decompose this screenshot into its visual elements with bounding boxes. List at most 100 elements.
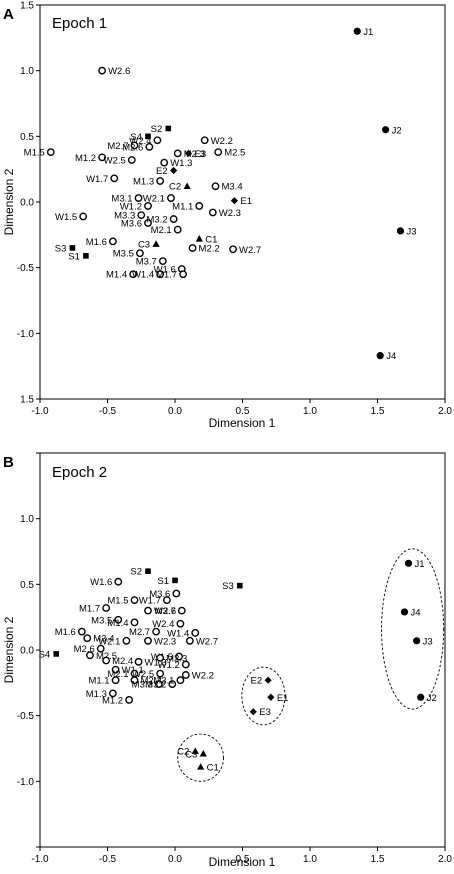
y-axis-title: Dimension 2 bbox=[2, 616, 16, 683]
square-marker bbox=[83, 253, 89, 259]
x-tick-label: 0.5 bbox=[236, 406, 250, 417]
point-label: M1.4 bbox=[106, 270, 127, 281]
point-label: W1.3 bbox=[145, 657, 167, 668]
open-circle-marker bbox=[137, 211, 146, 220]
point-label: M3.6 bbox=[121, 219, 142, 230]
y-tick-label: -1.0 bbox=[17, 777, 35, 788]
point-label: W1.4 bbox=[167, 628, 189, 639]
open-circle-marker bbox=[135, 249, 144, 258]
point-label: W2.3 bbox=[219, 208, 241, 219]
point-label: M3.3 bbox=[114, 211, 135, 222]
point-label: M1.1 bbox=[88, 676, 109, 687]
point-label: J1 bbox=[415, 559, 425, 570]
point-label: J2 bbox=[427, 693, 437, 704]
open-circle-marker bbox=[211, 182, 220, 191]
diamond-marker bbox=[264, 676, 272, 684]
point-label: W2.4 bbox=[129, 136, 151, 147]
panel-letter: A bbox=[3, 6, 14, 23]
triangle-marker bbox=[183, 182, 191, 190]
point-label: M3.1 bbox=[153, 676, 174, 687]
diamond-marker bbox=[230, 197, 238, 205]
open-circle-marker bbox=[181, 671, 190, 679]
open-circle-marker bbox=[144, 202, 152, 210]
point-label: M1.7 bbox=[156, 270, 177, 281]
point-label: S1 bbox=[157, 576, 169, 587]
square-marker bbox=[145, 568, 151, 574]
x-tick-label: -0.5 bbox=[99, 406, 117, 417]
point-label: M1.6 bbox=[86, 237, 107, 248]
y-tick-label: 0.5 bbox=[20, 132, 34, 143]
point-label: J4 bbox=[411, 607, 421, 618]
square-marker bbox=[165, 125, 172, 132]
y-tick-label: 0.0 bbox=[20, 646, 34, 657]
open-circle-marker bbox=[130, 141, 139, 150]
square-marker bbox=[237, 582, 243, 589]
y-tick-label: 0.5 bbox=[20, 580, 34, 591]
point-label: M3.1 bbox=[111, 194, 132, 205]
point-label: M3.4 bbox=[93, 634, 114, 645]
square-marker bbox=[53, 651, 59, 657]
triangle-marker bbox=[191, 747, 199, 754]
panel-title: Epoch 2 bbox=[52, 464, 107, 481]
point-label: M1.5 bbox=[24, 148, 45, 159]
point-label: M3.6 bbox=[149, 589, 170, 600]
open-circle-marker bbox=[177, 606, 186, 615]
y-tick-label: -0.5 bbox=[17, 263, 35, 274]
square-marker bbox=[145, 133, 151, 140]
x-tick-label: -1.0 bbox=[31, 854, 49, 865]
point-label: M2.7 bbox=[129, 627, 150, 638]
point-label: S1 bbox=[68, 251, 80, 262]
triangle-marker bbox=[197, 763, 205, 770]
open-circle-marker bbox=[145, 142, 154, 151]
triangle-marker bbox=[195, 234, 203, 242]
point-label: J3 bbox=[423, 636, 433, 647]
open-circle-marker bbox=[176, 619, 185, 628]
open-circle-marker bbox=[96, 644, 105, 653]
open-circle-marker bbox=[111, 676, 120, 685]
point-label: E1 bbox=[277, 693, 289, 704]
panel-title: Epoch 1 bbox=[52, 15, 107, 32]
x-tick-label: 0.0 bbox=[168, 406, 182, 417]
open-circle-marker bbox=[83, 634, 92, 643]
open-circle-marker bbox=[175, 652, 183, 661]
open-circle-marker bbox=[98, 153, 107, 162]
diamond-marker bbox=[184, 149, 193, 158]
open-circle-marker bbox=[79, 212, 88, 221]
point-label: W2.2 bbox=[192, 670, 214, 681]
point-label: M3.5 bbox=[113, 249, 134, 260]
square-marker bbox=[69, 245, 76, 251]
panel-letter: B bbox=[3, 454, 14, 471]
filled-circle-marker bbox=[404, 559, 413, 567]
open-circle-marker bbox=[214, 148, 223, 156]
point-label: S4 bbox=[39, 649, 51, 660]
panel-b: -1.0 -0.5 0.0 0.5 1.0 1.5 2.0 1.0 0.5 0.0 -0.5 -1.0… bbox=[2, 452, 452, 869]
point-label: E3 bbox=[259, 707, 271, 718]
open-circle-marker bbox=[168, 680, 177, 689]
point-label: M2.6 bbox=[122, 142, 143, 153]
point-label: W2.1 bbox=[143, 194, 165, 205]
point-label: J3 bbox=[406, 226, 416, 237]
x-tick-label: 1.5 bbox=[371, 406, 385, 417]
point-label: M1.4 bbox=[107, 618, 128, 629]
open-circle-marker bbox=[158, 257, 167, 265]
open-circle-marker bbox=[167, 194, 175, 202]
filled-circle-marker bbox=[417, 693, 425, 701]
point-label: W1.4 bbox=[132, 270, 154, 281]
point-label: M2.5 bbox=[224, 148, 245, 159]
open-circle-marker bbox=[114, 615, 123, 624]
point-label: W2.2 bbox=[211, 136, 233, 147]
open-circle-marker bbox=[122, 636, 131, 645]
point-label: M2.2 bbox=[141, 676, 162, 687]
point-label: S3 bbox=[55, 243, 67, 254]
point-label: M2.3 bbox=[166, 653, 187, 664]
point-label: J4 bbox=[386, 351, 396, 362]
x-tick-label: 1.0 bbox=[303, 854, 317, 865]
point-label: M2.1 bbox=[107, 669, 128, 680]
open-circle-marker bbox=[98, 66, 107, 75]
open-circle-marker bbox=[185, 636, 194, 645]
open-circle-marker bbox=[111, 665, 120, 674]
open-circle-marker bbox=[109, 689, 117, 698]
cluster-ellipse-c bbox=[177, 733, 225, 782]
x-tick-label: 2.0 bbox=[438, 854, 452, 865]
y-tick-label: -0.5 bbox=[17, 711, 35, 722]
